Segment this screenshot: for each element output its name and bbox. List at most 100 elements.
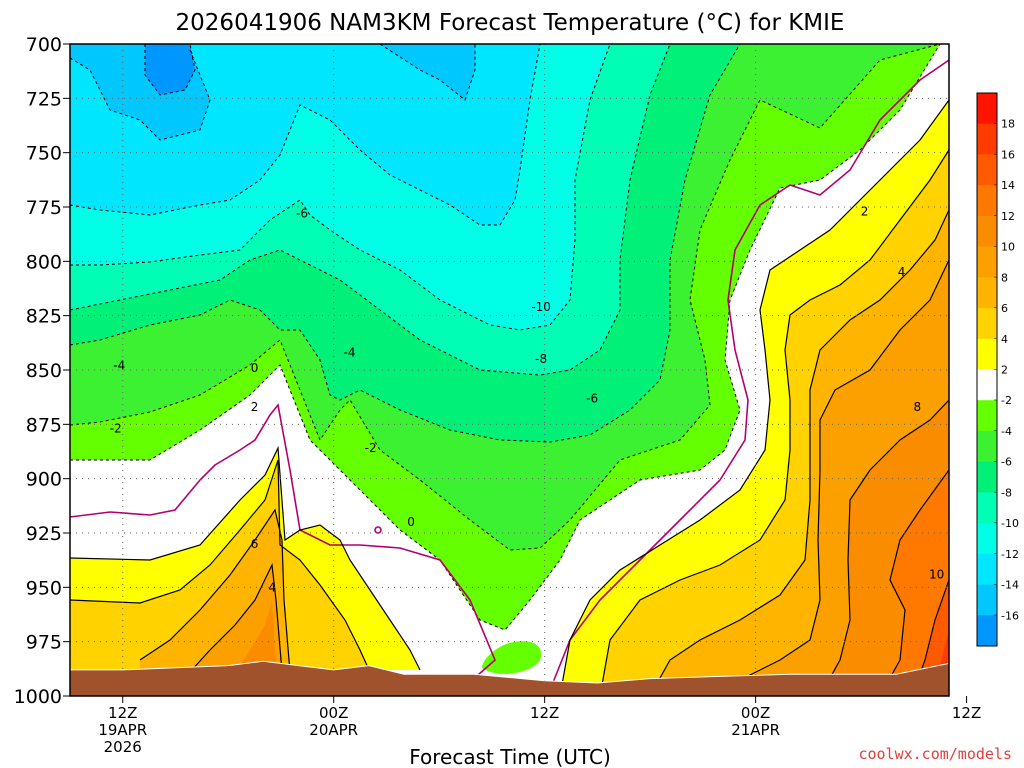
contour-label: 2 — [251, 400, 259, 414]
colorbar-segment — [977, 215, 997, 248]
contour-label: -4 — [113, 359, 125, 373]
contour-label: 2 — [861, 204, 869, 218]
band-plus10-left — [235, 600, 278, 672]
colorbar-label: 16 — [1001, 148, 1015, 161]
contour-plus12-right — [879, 469, 949, 696]
colorbar-segment — [977, 246, 997, 278]
x-tick-label: 19APR — [98, 721, 147, 739]
colorbar-segment — [977, 308, 997, 340]
contour-plus4-left — [70, 459, 371, 673]
x-tick-label: 12Z — [530, 704, 559, 722]
contour-plus2-left — [70, 445, 421, 671]
x-tick-label: 00Z — [319, 704, 348, 722]
y-tick-label: 1000 — [14, 686, 62, 708]
colorbar-label: -2 — [1001, 394, 1012, 407]
positive-contours — [70, 99, 949, 696]
contour-label: -4 — [344, 346, 356, 360]
contour-label: -2 — [110, 422, 122, 436]
y-axis: 700 725 750 775 800 825 850 875 900 925 950 975 1000 — [14, 34, 70, 708]
x-tick-label: 12Z — [108, 704, 137, 722]
contour-label: -8 — [535, 352, 547, 366]
colorbar-segment — [977, 430, 997, 463]
contour-label: 8 — [914, 400, 922, 414]
contour-plus2-right — [559, 99, 949, 696]
y-tick-label: 725 — [26, 88, 62, 110]
contour-minus14 — [70, 44, 476, 141]
colorbar-label: 14 — [1001, 179, 1015, 192]
contour-label: -2 — [365, 441, 377, 455]
y-tick-label: 700 — [26, 34, 62, 56]
x-tick-label: 2026 — [104, 738, 142, 756]
colorbar-label: 2 — [1001, 364, 1008, 377]
contour-label: -6 — [586, 391, 598, 405]
y-tick-label: 850 — [26, 360, 62, 382]
colorbar-segment — [977, 400, 997, 432]
colorbar-label: -8 — [1001, 486, 1012, 499]
colorbar-segment — [977, 93, 997, 125]
contour-label: 4 — [898, 265, 906, 279]
contour-minus4 — [70, 44, 941, 551]
contour-zero-left — [70, 403, 496, 683]
colorbar-segment — [977, 338, 997, 370]
contour-minus8 — [70, 44, 671, 376]
terrain-surface — [70, 660, 949, 696]
colorbar-label: 18 — [1001, 118, 1015, 131]
contour-plus10-right — [819, 399, 949, 696]
chart-title: 2026041906 NAM3KM Forecast Temperature (… — [176, 10, 845, 36]
colorbar-segment — [977, 553, 997, 586]
contour-label: 10 — [929, 567, 944, 581]
band-minus2-blob — [482, 641, 542, 674]
band-plus4-left — [70, 460, 370, 672]
contour-label: 4 — [268, 580, 276, 594]
contour-minus6 — [70, 44, 741, 443]
colorbar-label: 6 — [1001, 302, 1008, 315]
contour-zero-islet — [374, 526, 382, 534]
y-tick-label: 750 — [26, 143, 62, 165]
plot-field — [70, 44, 949, 696]
colorbar-label: 8 — [1001, 271, 1008, 284]
credit-text: coolwx.com/models — [858, 745, 1012, 763]
x-tick-label: 00Z — [741, 704, 770, 722]
x-tick-label: 12Z — [952, 704, 981, 722]
colorbar-segment — [977, 154, 997, 186]
y-tick-label: 950 — [26, 577, 62, 599]
colorbar-segment — [977, 185, 997, 217]
colorbar-label: -4 — [1001, 425, 1012, 438]
colorbar-label: -10 — [1001, 517, 1019, 530]
x-axis-label: Forecast Time (UTC) — [409, 745, 611, 768]
colorbar-label: 10 — [1001, 241, 1015, 254]
colorbar-segment — [977, 523, 997, 555]
freezing-contour — [70, 59, 949, 691]
colorbar-label: -12 — [1001, 548, 1019, 561]
contour-minus10 — [70, 44, 611, 331]
colorbar: 18 16 14 12 10 8 6 4 2 -2 -4 -6 -8 -10 -12 -14 -16 — [976, 92, 1019, 647]
contour-labels: -6 -10 -8 -6 -4 -4 -2 -2 0 0 2 6 4 2 4 8 10 — [110, 204, 945, 594]
colorbar-segment — [977, 492, 997, 524]
colorbar-segment — [977, 123, 997, 155]
x-tick-label: 20APR — [309, 721, 358, 739]
contour-plus8-left — [189, 562, 283, 673]
colorbar-label: -14 — [1001, 579, 1019, 592]
y-tick-label: 875 — [26, 414, 62, 436]
contour-plus6-right — [649, 209, 949, 696]
contour-zero-right — [549, 59, 949, 691]
contour-plus6-left — [139, 508, 291, 673]
y-tick-label: 800 — [26, 251, 62, 273]
contour-minus2 — [70, 44, 941, 631]
band-minus16 — [145, 44, 195, 95]
y-tick-label: 900 — [26, 469, 62, 491]
contour-plus4-right — [599, 149, 949, 696]
colorbar-segment — [977, 461, 997, 493]
contour-label: 0 — [407, 515, 415, 529]
contour-plus8-right — [719, 259, 949, 696]
colorbar-label: 4 — [1001, 333, 1008, 346]
contour-label: -6 — [296, 207, 308, 221]
y-tick-label: 975 — [26, 632, 62, 654]
colorbar-segment — [977, 277, 997, 309]
y-tick-label: 775 — [26, 197, 62, 219]
colorbar-segment — [977, 584, 997, 616]
y-tick-label: 925 — [26, 523, 62, 545]
grid-lines — [70, 44, 949, 696]
